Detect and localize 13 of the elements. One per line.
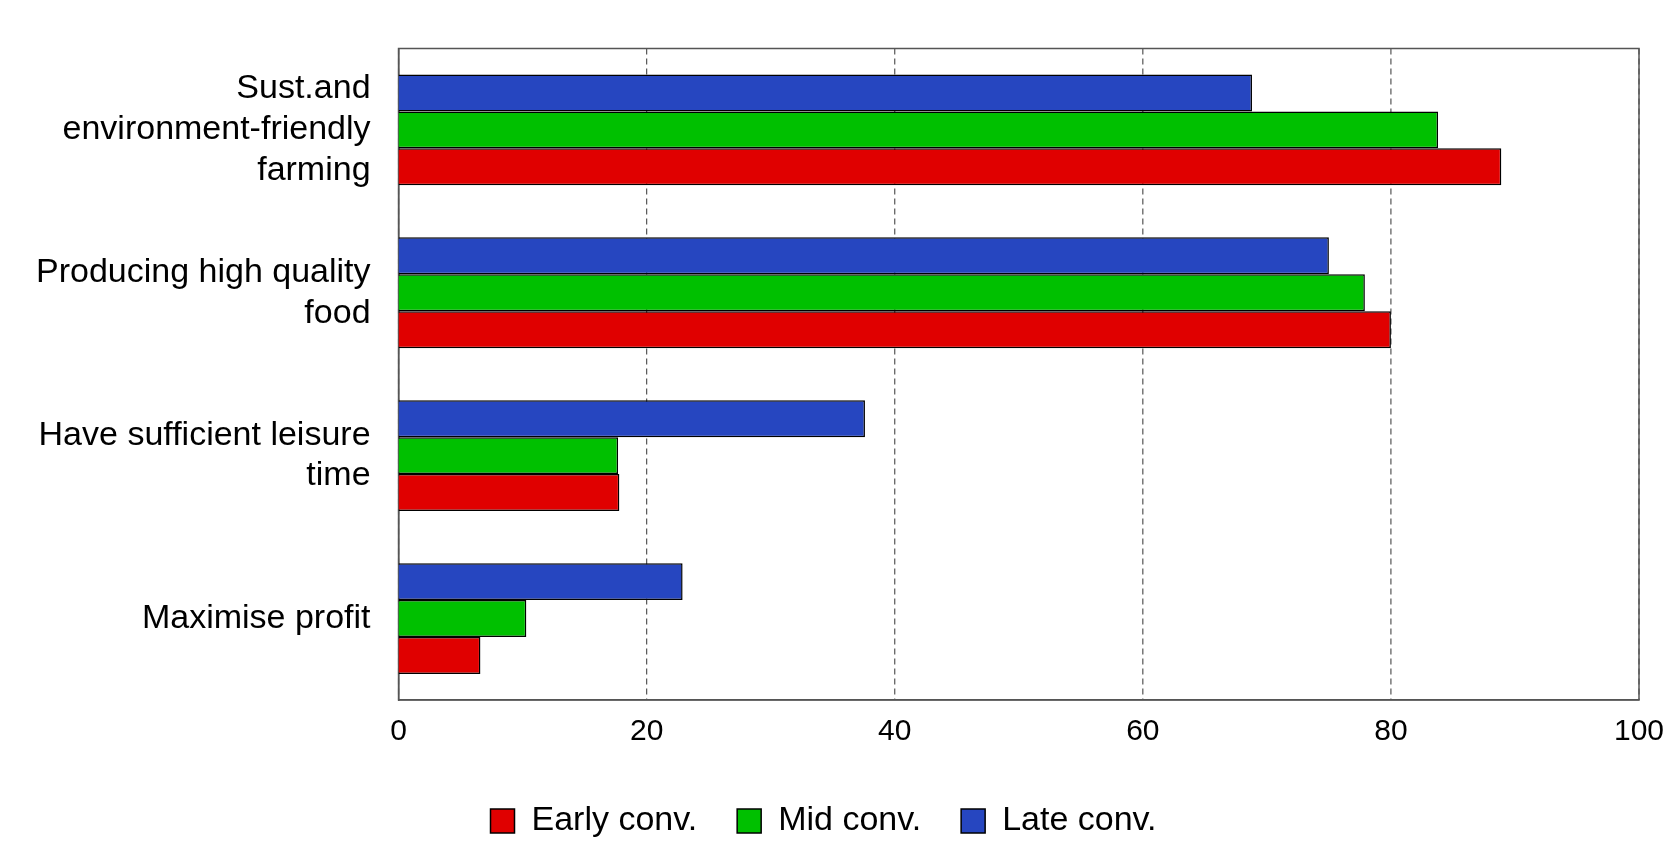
y-tick-label: Producing high quality food	[35, 250, 371, 330]
x-tick-label: 100	[1613, 713, 1665, 747]
x-tick-label: 80	[1374, 713, 1408, 747]
y-tick-label: Sust.and environment-friendly farming	[62, 67, 371, 188]
legend-label: Early conv.	[531, 799, 698, 838]
x-tick-label: 60	[1126, 713, 1160, 747]
x-tick-label: 20	[629, 713, 664, 747]
y-tick-label: Maximise profit	[141, 596, 372, 635]
y-tick-label: Have sufficient leisure time	[38, 413, 371, 493]
x-tick-label: 0	[390, 713, 407, 747]
legend-label: Late conv.	[1002, 799, 1157, 838]
x-tick-label: 40	[878, 713, 912, 747]
legend-label: Mid conv.	[778, 799, 922, 838]
